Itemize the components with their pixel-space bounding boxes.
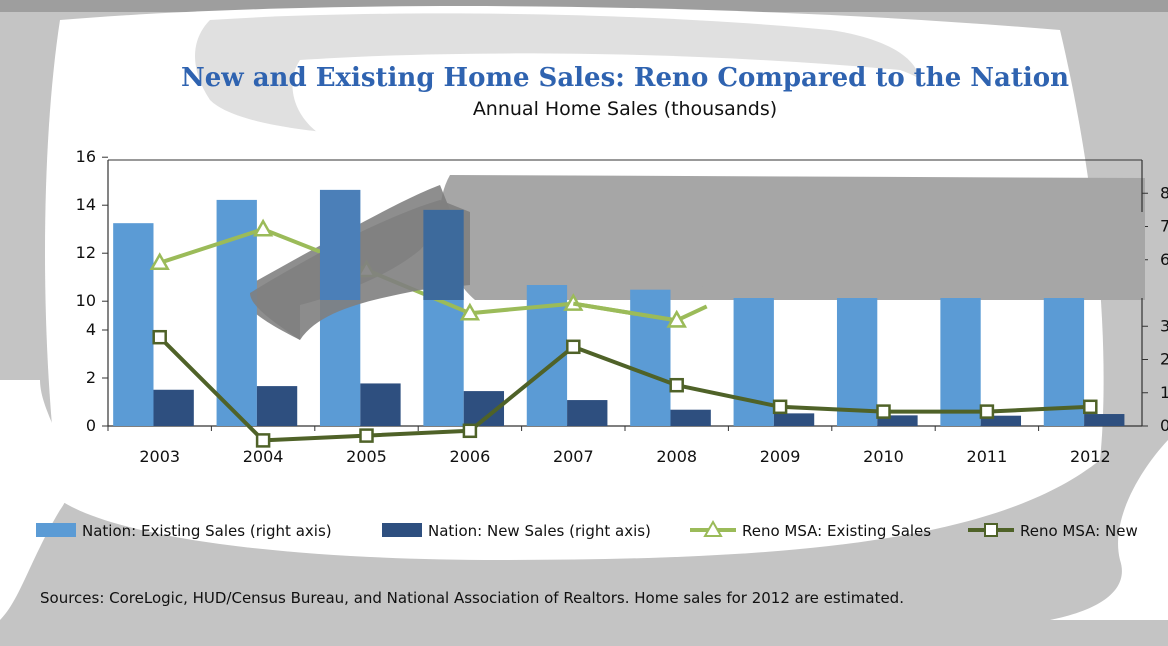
right-tick-label: 8 bbox=[1160, 183, 1168, 202]
left-tick-label: 12 bbox=[76, 243, 96, 262]
chart-legend: Nation: Existing Sales (right axis) Natio… bbox=[36, 519, 1138, 540]
bar-nation-existing-2003 bbox=[113, 223, 154, 426]
x-tick-label: 2011 bbox=[967, 447, 1008, 466]
legend-swatch bbox=[36, 523, 76, 537]
bar-nation-existing-2008 bbox=[630, 289, 671, 426]
marker-reno-new-2003 bbox=[152, 329, 167, 345]
right-tick-label: 1 bbox=[1160, 383, 1168, 402]
x-tick-label: 2006 bbox=[450, 447, 491, 466]
chart-subtitle: Annual Home Sales (thousands) bbox=[473, 98, 777, 120]
chart-title: New and Existing Home Sales: Reno Compar… bbox=[181, 63, 1069, 93]
legend-item-0: Nation: Existing Sales (right axis) bbox=[36, 522, 332, 540]
right-tick-label: 7 bbox=[1160, 217, 1168, 236]
right-tick-label: 2 bbox=[1160, 350, 1168, 369]
right-tick-label: 0 bbox=[1160, 416, 1168, 435]
marker-reno-existing-2003 bbox=[149, 252, 170, 271]
marker-reno-new-2006 bbox=[462, 423, 478, 439]
left-tick-label: 10 bbox=[76, 291, 96, 310]
x-tick-label: 2007 bbox=[553, 447, 594, 466]
line-reno-new bbox=[158, 335, 1091, 443]
marker-reno-new-2007 bbox=[566, 339, 581, 355]
bar-nation-existing-front-2006 bbox=[423, 209, 464, 300]
bar-nation-new-2003 bbox=[153, 389, 194, 426]
bar-nation-existing-2012 bbox=[1043, 273, 1085, 426]
marker-reno-new-2004 bbox=[255, 433, 271, 448]
bar-nation-new-2007 bbox=[567, 400, 608, 426]
bar-nation-new-2005 bbox=[360, 383, 401, 426]
x-tick-label: 2003 bbox=[139, 447, 180, 466]
source-note: Sources: CoreLogic, HUD/Census Bureau, a… bbox=[40, 589, 904, 607]
legend-marker bbox=[703, 519, 723, 537]
marker-reno-existing-2008-front bbox=[666, 309, 687, 328]
left-tick-label: 4 bbox=[86, 320, 96, 339]
legend-swatch bbox=[382, 523, 422, 537]
marker-reno-new-2010 bbox=[876, 404, 891, 419]
left-tick-label: 0 bbox=[86, 416, 96, 435]
marker-reno-new-2011 bbox=[979, 404, 995, 419]
bar-nation-new-2008 bbox=[670, 409, 711, 426]
marker-reno-existing-2004 bbox=[252, 218, 274, 237]
marker-reno-new-2012 bbox=[1083, 399, 1098, 415]
x-tick-label: 2012 bbox=[1070, 447, 1111, 466]
legend-item-1: Nation: New Sales (right axis) bbox=[382, 522, 651, 540]
x-tick-label: 2008 bbox=[656, 447, 697, 466]
bar-nation-existing-2010 bbox=[836, 286, 878, 426]
legend-label: Nation: New Sales (right axis) bbox=[428, 522, 651, 540]
marker-reno-new-2008 bbox=[669, 377, 684, 393]
x-tick-label: 2004 bbox=[243, 447, 284, 466]
left-tick-label: 14 bbox=[76, 195, 96, 214]
right-tick-label: 6 bbox=[1160, 250, 1168, 269]
marker-reno-new-2009 bbox=[772, 399, 788, 415]
bar-nation-existing-2007 bbox=[526, 259, 568, 426]
bar-nation-new-2011 bbox=[980, 415, 1022, 426]
bar-nation-new-2009 bbox=[773, 413, 815, 426]
legend-item-2: Reno MSA: Existing Sales bbox=[690, 519, 931, 540]
title-white-shape bbox=[292, 53, 940, 158]
bar-nation-existing-front-2005 bbox=[319, 189, 361, 300]
bar-nation-existing-2011 bbox=[940, 283, 981, 426]
left-tick-label: 2 bbox=[86, 368, 96, 387]
x-tick-label: 2005 bbox=[346, 447, 387, 466]
bar-nation-new-2012 bbox=[1084, 414, 1125, 426]
legend-marker bbox=[984, 523, 998, 537]
x-tick-label: 2010 bbox=[863, 447, 904, 466]
legend-item-3: Reno MSA: New bbox=[968, 522, 1138, 540]
bar-nation-new-2004 bbox=[256, 386, 298, 426]
marker-reno-new-2005 bbox=[359, 428, 374, 443]
overlay-band-front bbox=[470, 212, 1145, 298]
right-tick-label: 3 bbox=[1160, 316, 1168, 335]
left-tick-label: 16 bbox=[76, 147, 96, 166]
legend-label: Reno MSA: New bbox=[1020, 522, 1138, 540]
bar-nation-new-2010 bbox=[877, 415, 918, 426]
x-tick-label: 2009 bbox=[760, 447, 801, 466]
marker-reno-existing-2006 bbox=[459, 302, 481, 321]
legend-label: Reno MSA: Existing Sales bbox=[742, 522, 931, 540]
legend-label: Nation: Existing Sales (right axis) bbox=[82, 522, 332, 540]
